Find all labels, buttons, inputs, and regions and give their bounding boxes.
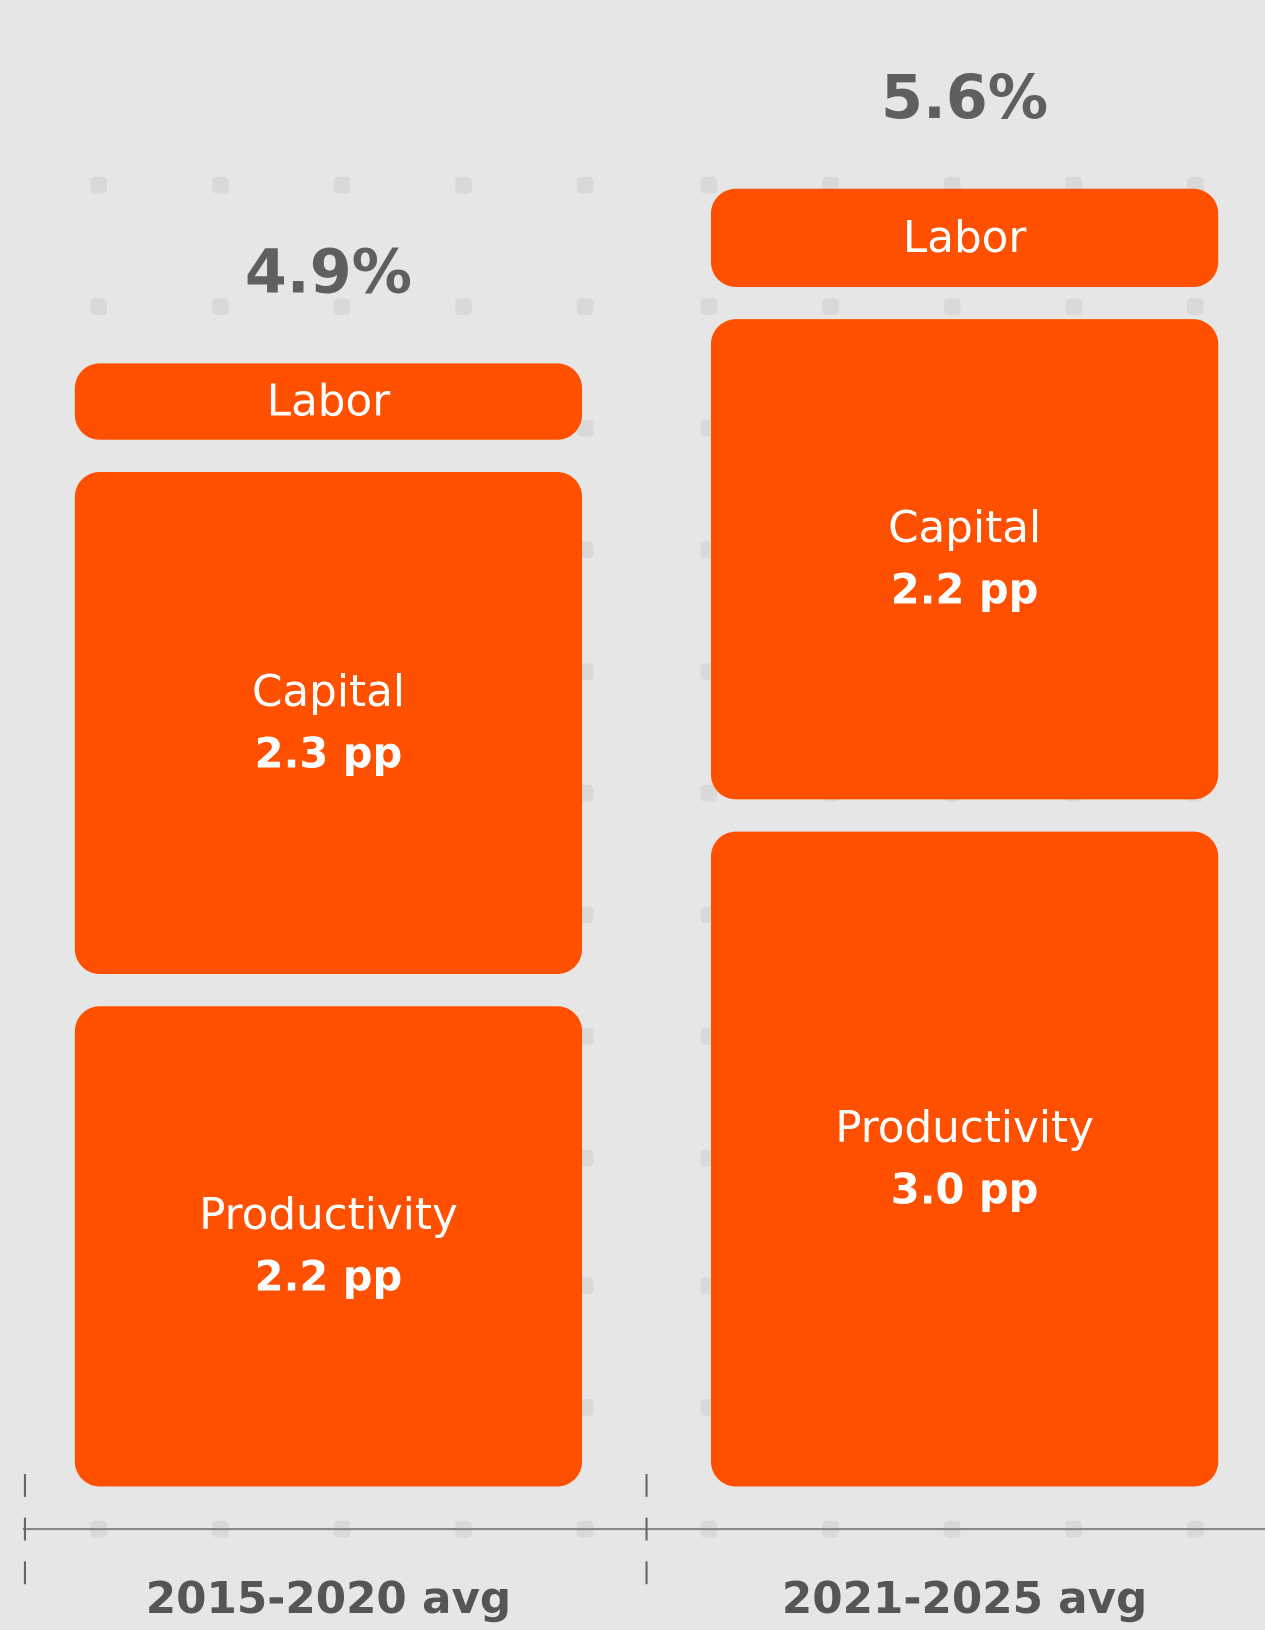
grid-dot xyxy=(1065,298,1083,316)
grid-dot xyxy=(333,298,351,316)
x-tick-label: 2021-2025 avg xyxy=(782,1573,1147,1624)
grid-dot xyxy=(90,176,108,194)
segment-name: Capital xyxy=(252,666,405,717)
bar-segment xyxy=(74,1006,583,1487)
segment-name: Capital xyxy=(888,502,1041,553)
grid-dot xyxy=(1187,298,1204,316)
grid-dot xyxy=(700,298,718,316)
segment-value: 2.2 pp xyxy=(891,565,1039,614)
bar-segment xyxy=(710,188,1219,287)
bar-segment xyxy=(74,471,583,975)
bar-segment xyxy=(710,831,1219,1487)
grid-dot xyxy=(455,176,472,194)
grid-dot xyxy=(576,176,594,194)
segment-name: Productivity xyxy=(199,1189,458,1240)
segment-value: 3.0 pp xyxy=(891,1164,1039,1213)
grid-dot xyxy=(212,298,229,316)
grid-dot xyxy=(700,784,718,802)
total-label: 5.6% xyxy=(881,63,1048,133)
segment-value: 2.3 pp xyxy=(255,728,403,777)
bar-segment xyxy=(74,363,583,440)
grid-dot xyxy=(455,298,472,316)
grid-dot xyxy=(333,176,351,194)
bars: Productivity 2.2 pp Capital 2.3 pp Labor 4.9%… xyxy=(74,63,1219,1624)
segment-name: Labor xyxy=(903,212,1026,263)
grid-dot xyxy=(943,298,961,316)
grid-dot xyxy=(90,298,108,316)
grid-dot xyxy=(212,176,229,194)
grid-dot xyxy=(700,176,718,194)
grid-dot xyxy=(576,298,594,316)
segment-value: 2.2 pp xyxy=(255,1252,403,1301)
x-tick-label: 2015-2020 avg xyxy=(146,1573,511,1624)
grid-dot xyxy=(822,298,839,316)
grid-dot xyxy=(576,420,594,437)
total-label: 4.9% xyxy=(245,238,412,308)
bar-segment xyxy=(710,319,1219,800)
segment-name: Productivity xyxy=(835,1102,1094,1153)
segment-name: Labor xyxy=(267,376,390,427)
